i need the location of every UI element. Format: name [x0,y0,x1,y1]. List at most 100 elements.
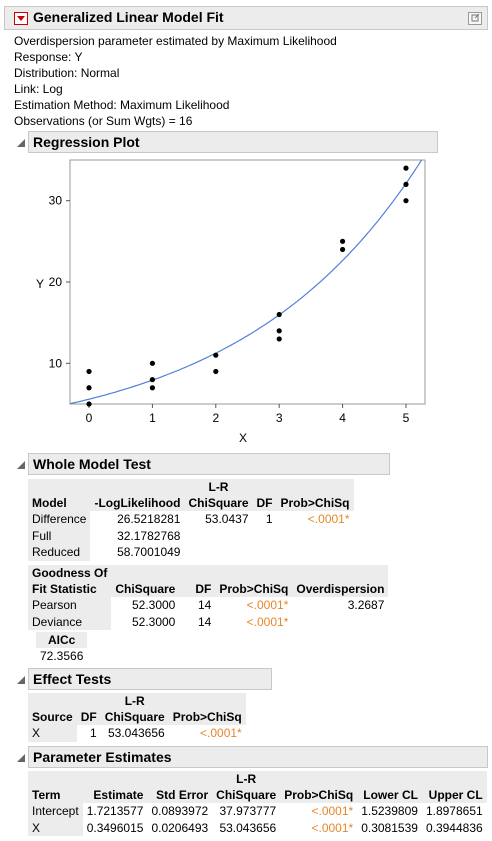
disclosure-triangle-icon[interactable] [16,459,26,473]
table-row: Intercept 1.7213577 0.0893972 37.973777 … [28,803,487,820]
col-header-model: Model [28,479,91,511]
cell: 1 [265,512,273,526]
disclosure-triangle-icon[interactable] [16,137,26,151]
info-link: Link: Log [14,82,63,96]
col-header-fit-statistic: Fit Statistic [28,581,112,597]
cell: 58.7001049 [117,545,181,559]
col-header-lower-cl: Lower CL [357,771,422,803]
col-header-df: DF [179,565,216,597]
y-tick-label: 30 [49,194,63,208]
cell: 14 [198,614,212,629]
section-title: Whole Model Test [33,456,151,472]
aicc-table: AICc 72.3566 [36,632,88,665]
data-point [86,385,92,391]
cell: 52.3000 [131,614,176,629]
col-header-aicc: AICc [36,632,88,648]
cell: 26.5218281 [117,512,181,526]
cell: 0.3944836 [425,820,483,835]
cell: 1.7213577 [86,804,144,818]
y-axis-label: Y [36,277,44,291]
col-header-chisquare: ChiSquare [111,565,180,597]
cell-significant: <.0001* [311,804,354,818]
section-title: Effect Tests [33,671,112,687]
section-header-regression-plot[interactable]: Regression Plot [28,131,438,153]
section-title: Regression Plot [33,134,140,150]
col-header-df: DF [76,693,101,725]
parameter-estimates-table: Term Estimate Std Error L-R Prob>ChiSq L… [28,771,487,836]
col-header-loglik: -LogLikelihood [90,479,185,511]
data-point [149,360,156,366]
data-point [403,165,409,171]
effect-tests-table: Source DF L-R Prob>ChiSq ChiSquare X 1 5… [28,693,246,742]
data-point [403,181,409,187]
red-triangle-menu-icon[interactable] [14,12,28,25]
cell-significant: <.0001* [246,614,289,629]
col-header-lr: L-R [184,479,253,495]
info-overdispersion: Overdispersion parameter estimated by Ma… [14,34,337,48]
data-point [149,377,156,383]
col-header-estimate: Estimate [82,771,148,803]
cell: 53.0437 [205,512,249,526]
col-header-prob: Prob>ChiSq [168,693,246,725]
cell: 32.1782768 [117,528,181,543]
row-label: Deviance [28,613,112,630]
table-row: X 1 53.043656 <.0001* [28,725,246,742]
disclosure-triangle-icon[interactable] [16,674,26,688]
section-header-parameter-estimates[interactable]: Parameter Estimates [28,746,488,768]
col-header-chisquare: ChiSquare [212,787,281,803]
data-point [213,368,219,375]
cell: 1.5239809 [361,804,418,818]
col-header-goodness: Goodness Of [28,565,112,581]
info-observations: Observations (or Sum Wgts) = 16 [14,114,193,128]
col-header-std-error: Std Error [147,771,213,803]
row-label: Intercept [28,803,83,820]
section-header-effect-tests[interactable]: Effect Tests [28,668,272,690]
data-point [149,385,156,391]
x-tick-label: 1 [149,411,156,425]
whole-model-table: Model -LogLikelihood L-R DF Prob>ChiSq C… [28,479,354,561]
cell: 52.3000 [131,598,176,612]
y-tick-label: 10 [49,356,63,370]
col-header-df: DF [252,479,277,511]
table-row: Pearson 52.3000 14 <.0001* 3.2687 [28,597,388,614]
x-tick-label: 4 [339,411,346,425]
row-label: X [28,819,83,836]
section-header-whole-model-test[interactable]: Whole Model Test [28,453,390,475]
info-distribution: Distribution: Normal [14,66,120,80]
x-tick-label: 5 [403,411,410,425]
data-point [86,401,92,407]
data-point [276,336,282,342]
col-header-prob: Prob>ChiSq [276,479,354,511]
section-title: Parameter Estimates [33,749,172,765]
report-title: Generalized Linear Model Fit [33,9,224,25]
cell: 14 [198,598,212,612]
table-row: Full 32.1782768 [28,527,354,544]
row-label: Reduced [28,544,91,561]
x-tick-label: 3 [276,411,283,425]
cell: 0.3081539 [361,820,418,835]
table-row: Difference 26.5218281 53.0437 1 <.0001* [28,511,354,528]
row-label: Difference [28,511,91,528]
cell: 0.3496015 [86,820,144,835]
aicc-value: 72.3566 [40,649,84,663]
col-header-chisquare: ChiSquare [184,495,253,511]
pin-icon[interactable] [468,12,482,25]
report-title-bar[interactable]: Generalized Linear Model Fit [4,6,488,30]
row-label: X [28,725,77,742]
col-header-chisquare: ChiSquare [100,709,169,725]
cell: 0.0206493 [151,820,209,835]
disclosure-triangle-icon[interactable] [16,752,26,766]
data-point [276,328,282,334]
col-header-lr: L-R [100,693,169,709]
table-row: Reduced 58.7001049 [28,544,354,561]
cell-significant: <.0001* [246,598,289,612]
goodness-of-fit-table: Goodness Of ChiSquare DF Prob>ChiSq Over… [28,565,389,630]
col-header-source: Source [28,693,77,725]
table-row: X 0.3496015 0.0206493 53.043656 <.0001* … [28,819,487,836]
col-header-prob: Prob>ChiSq [280,771,358,803]
cell: 53.043656 [219,820,277,835]
data-point [339,238,346,244]
cell-significant: <.0001* [307,512,350,526]
cell: 3.2687 [347,598,385,612]
plot-frame [69,159,426,405]
